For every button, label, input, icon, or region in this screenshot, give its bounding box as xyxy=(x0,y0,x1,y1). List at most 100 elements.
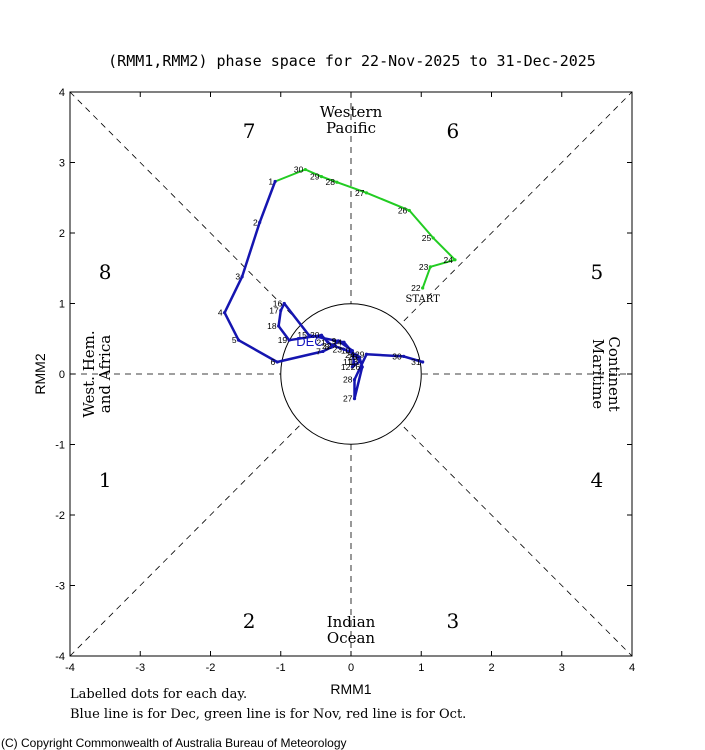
x-tick-label: 3 xyxy=(559,662,565,674)
x-axis-label: RMM1 xyxy=(330,681,371,697)
day-label-nov-30: 30 xyxy=(294,165,304,175)
x-tick-label: 0 xyxy=(348,662,354,674)
day-label-dec-19: 19 xyxy=(278,335,288,345)
day-dot-dec-25 xyxy=(357,355,362,359)
day-label-dec-22: 22 xyxy=(322,341,332,351)
x-tick-label: -1 xyxy=(276,662,286,674)
day-dot-dec-17 xyxy=(279,308,283,313)
day-dot-dec-5 xyxy=(237,338,241,342)
day-label-dec-5: 5 xyxy=(232,335,237,345)
phase-label-3: 3 xyxy=(446,609,459,633)
day-label-dec-18: 18 xyxy=(267,321,277,331)
chart-title: (RMM1,RMM2) phase space for 22-Nov-2025 … xyxy=(108,52,596,70)
day-label-dec-25: 25 xyxy=(348,352,358,362)
day-dot-dec-2 xyxy=(258,220,262,225)
day-dot-dec-7 xyxy=(321,349,325,354)
day-dot-dec-30 xyxy=(402,354,406,358)
day-dot-dec-19 xyxy=(287,338,291,342)
day-label-dec-12: 12 xyxy=(341,362,351,372)
day-dot-nov-28 xyxy=(335,180,339,184)
day-label-dec-17: 17 xyxy=(269,306,279,316)
region-top-line2: Pacific xyxy=(326,119,376,137)
day-dot-dec-16 xyxy=(282,301,286,306)
day-label-nov-25: 25 xyxy=(422,233,432,243)
day-label-dec-20: 20 xyxy=(310,330,320,340)
day-dot-dec-9 xyxy=(336,339,340,343)
day-label-dec-23: 23 xyxy=(333,344,343,354)
day-dot-dec-22 xyxy=(331,344,336,348)
day-label-dec-11: 11 xyxy=(343,357,352,367)
day-label-dec-2: 2 xyxy=(253,217,258,227)
phase-label-6: 6 xyxy=(446,119,459,143)
day-dot-dec-29 xyxy=(364,352,369,356)
x-tick-label: -3 xyxy=(135,662,145,674)
day-dot-dec-20 xyxy=(319,333,324,337)
day-label-dec-9: 9 xyxy=(332,336,337,346)
day-label-dec-1: 1 xyxy=(268,177,273,187)
phase-label-2: 2 xyxy=(243,609,256,633)
note-labelled-dots: Labelled dots for each day. xyxy=(70,687,247,702)
region-right-line1: Maritime xyxy=(589,339,607,409)
day-dot-dec-31 xyxy=(421,360,425,364)
region-bottom-line2: Ocean xyxy=(327,629,376,647)
day-label-dec-14: 14 xyxy=(333,337,343,347)
day-dot-dec-26 xyxy=(360,365,364,369)
day-dot-dec-21 xyxy=(326,340,330,344)
day-label-nov-27: 27 xyxy=(355,188,365,198)
day-label-dec-15: 15 xyxy=(297,330,307,340)
day-dot-dec-13 xyxy=(358,359,362,363)
day-label-dec-6: 6 xyxy=(271,357,276,367)
day-dot-dec-11 xyxy=(352,360,356,364)
day-dot-dec-1 xyxy=(273,179,277,184)
x-tick-label: 4 xyxy=(629,662,635,674)
day-label-dec-24: 24 xyxy=(345,350,355,360)
day-label-dec-28: 28 xyxy=(343,375,353,385)
day-dot-dec-6 xyxy=(275,360,279,364)
note-line-colors: Blue line is for Dec, green line is for … xyxy=(70,707,466,722)
day-dot-nov-29 xyxy=(319,175,324,179)
day-label-dec-26: 26 xyxy=(351,362,361,372)
region-bottom-line1: Indian xyxy=(327,613,376,631)
y-tick-label: 3 xyxy=(59,158,65,170)
x-tick-label: -2 xyxy=(206,662,216,674)
day-dot-dec-28 xyxy=(352,378,357,382)
day-dot-dec-10 xyxy=(350,349,355,353)
day-dot-dec-14 xyxy=(342,340,346,344)
day-dot-dec-18 xyxy=(277,324,281,328)
y-tick-label: -2 xyxy=(55,510,65,522)
day-label-dec-30: 30 xyxy=(392,351,402,361)
y-tick-label: 0 xyxy=(59,369,65,381)
day-label-nov-23: 23 xyxy=(419,262,429,272)
day-label-nov-28: 28 xyxy=(325,177,335,187)
y-tick-label: 1 xyxy=(59,299,65,311)
day-dot-dec-3 xyxy=(240,275,244,279)
y-tick-label: -1 xyxy=(55,440,65,452)
day-dot-nov-22 xyxy=(421,286,425,290)
day-label-dec-29: 29 xyxy=(355,349,365,359)
day-dot-dec-4 xyxy=(222,311,227,315)
day-label-nov-24: 24 xyxy=(444,255,454,265)
phase-label-4: 4 xyxy=(591,468,604,492)
phase-label-5: 5 xyxy=(591,260,604,284)
day-label-dec-31: 31 xyxy=(411,357,421,367)
day-label-dec-7: 7 xyxy=(316,346,321,356)
day-label-dec-21: 21 xyxy=(316,337,326,347)
series-line-nov xyxy=(274,168,456,289)
day-label-dec-3: 3 xyxy=(235,272,240,282)
day-dot-nov-23 xyxy=(428,265,432,269)
phase-guides xyxy=(69,91,633,657)
phase-label-7: 7 xyxy=(243,119,256,143)
y-axis-label: RMM2 xyxy=(32,353,48,394)
day-label-nov-26: 26 xyxy=(398,205,408,215)
day-label-dec-8: 8 xyxy=(325,342,330,352)
day-label-dec-13: 13 xyxy=(349,356,359,366)
day-dot-nov-27 xyxy=(364,191,369,195)
day-dot-nov-26 xyxy=(407,208,411,213)
y-tick-label: 4 xyxy=(59,87,65,99)
day-label-dec-10: 10 xyxy=(341,346,351,356)
region-top-line1: Western xyxy=(320,103,383,121)
